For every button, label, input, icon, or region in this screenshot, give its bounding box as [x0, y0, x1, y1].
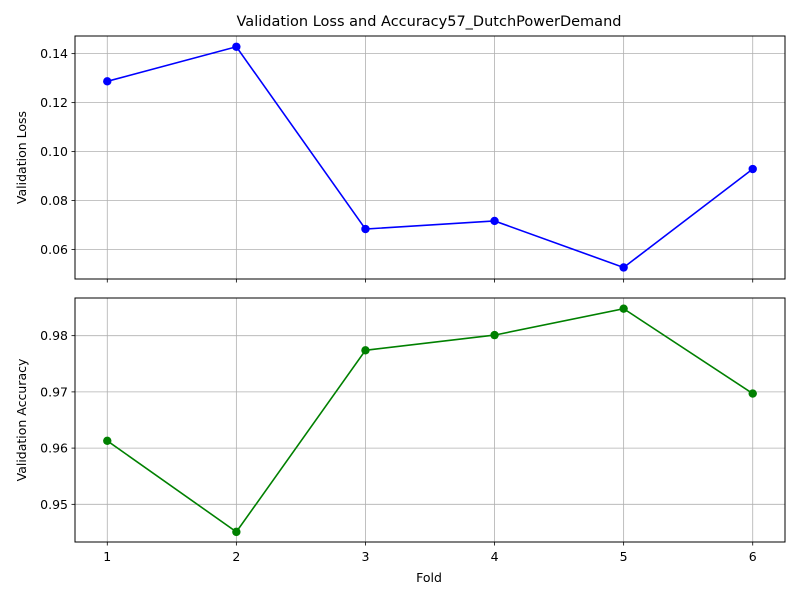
accuracy-data-point: [490, 330, 499, 340]
chart-title: Validation Loss and Accuracy57_DutchPowe…: [237, 14, 622, 30]
loss-data-point: [748, 164, 757, 174]
accuracy-series: [103, 304, 757, 537]
x-tick-label: 3: [361, 549, 369, 564]
x-tick-label: 5: [620, 549, 628, 564]
loss-data-point: [103, 77, 112, 86]
loss-ylabel: Validation Loss: [14, 111, 29, 204]
x-tick-label: 4: [491, 549, 499, 564]
accuracy-data-point: [619, 304, 628, 313]
loss-panel: 0.06 0.08 0.10 0.12 0.14 Validation Loss: [14, 35, 786, 283]
loss-data-point: [361, 224, 370, 234]
loss-ticks: 0.06 0.08 0.10 0.12 0.14: [40, 46, 754, 283]
accuracy-data-point: [748, 389, 757, 398]
x-tick-label: 2: [232, 549, 240, 564]
loss-y-tick-label: 0.14: [40, 46, 68, 61]
loss-series: [103, 42, 757, 272]
accuracy-data-point: [232, 527, 241, 537]
accuracy-ticks: 1 2 3 4 5 6 0.95 0.96 0.97 0.98: [40, 328, 757, 564]
x-tick-label: 6: [749, 549, 757, 564]
loss-y-tick-label: 0.12: [40, 95, 68, 110]
accuracy-grid: [75, 298, 785, 542]
loss-axes-frame: [74, 35, 786, 280]
accuracy-y-tick-label: 0.95: [40, 497, 68, 512]
loss-y-tick-label: 0.08: [40, 193, 68, 208]
accuracy-data-point: [103, 436, 112, 446]
accuracy-data-point: [361, 346, 370, 355]
accuracy-y-tick-label: 0.98: [40, 328, 68, 343]
accuracy-y-tick-label: 0.96: [40, 441, 68, 456]
loss-y-tick-label: 0.06: [40, 242, 68, 257]
accuracy-y-tick-label: 0.97: [40, 384, 68, 399]
loss-grid: [75, 36, 785, 279]
loss-data-point: [490, 216, 499, 226]
accuracy-panel: 1 2 3 4 5 6 0.95 0.96 0.97 0.98 Validation Accura…: [14, 297, 786, 585]
x-tick-label: 1: [103, 549, 111, 564]
loss-y-tick-label: 0.10: [40, 144, 68, 159]
x-axis-label: Fold: [416, 570, 442, 585]
loss-series-line: [107, 45, 754, 269]
loss-data-point: [619, 263, 628, 272]
loss-data-point: [232, 42, 241, 51]
accuracy-series-line: [106, 307, 754, 533]
accuracy-axes-frame: [74, 297, 786, 543]
accuracy-ylabel: Validation Accuracy: [14, 358, 29, 481]
